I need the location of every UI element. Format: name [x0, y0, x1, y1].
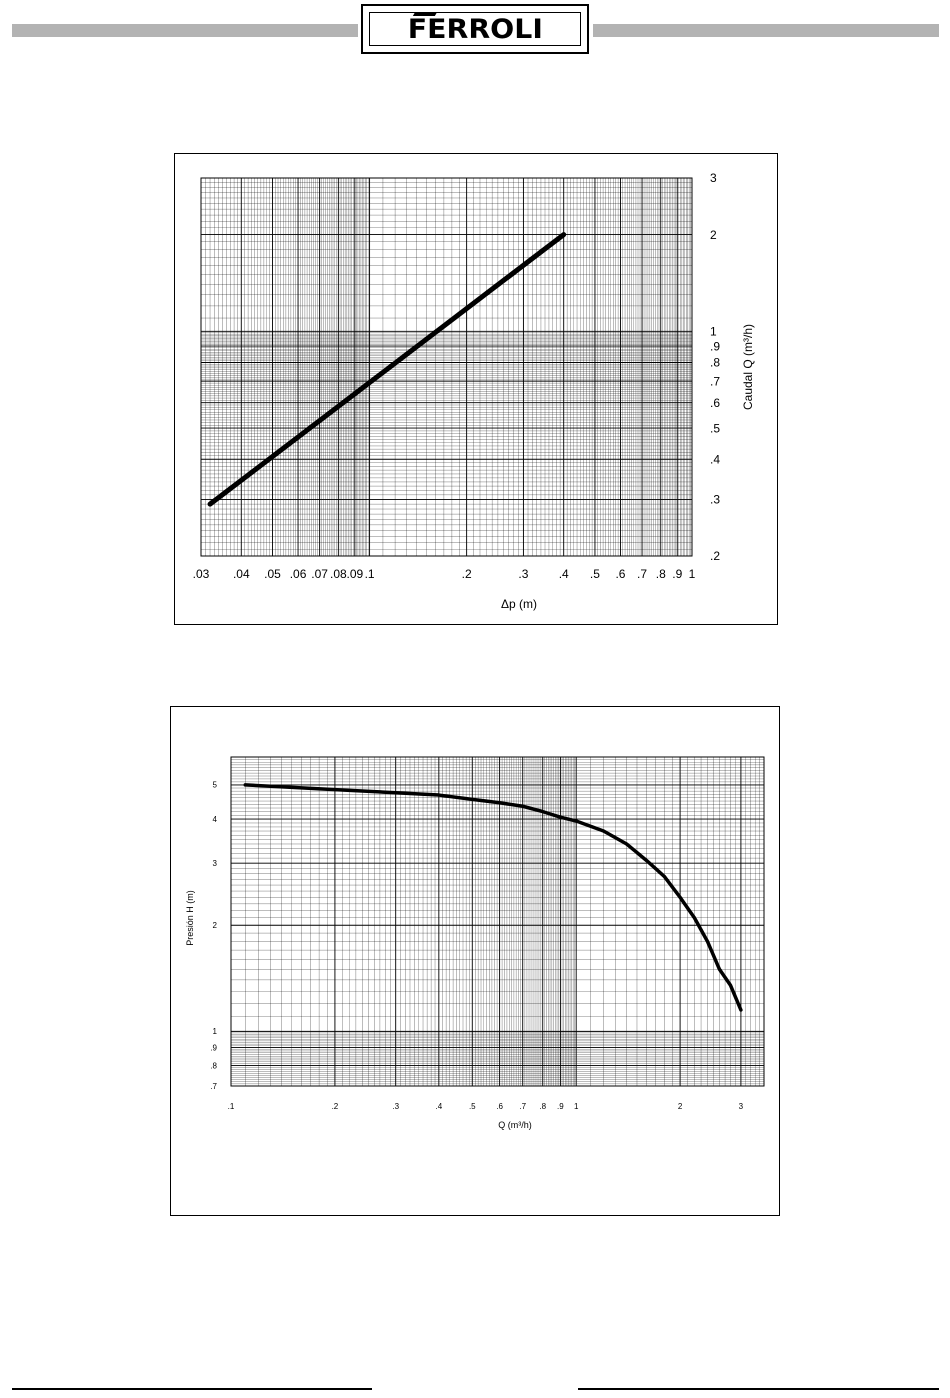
footer-line-left: [12, 1388, 372, 1390]
chart1-x-tick-label: .6: [615, 567, 625, 581]
chart1-x-tick-label: .2: [462, 567, 472, 581]
chart2-y-tick-label: 1: [213, 1027, 218, 1036]
footer-line-right: [578, 1388, 939, 1390]
chart1-x-tick-label: .05: [264, 567, 281, 581]
chart1-plot-frame: [200, 177, 693, 557]
chart1-y-tick-label: .9: [710, 339, 720, 353]
chart1-x-axis-title: Δp (m): [501, 597, 537, 611]
chart2-x-tick-label: .8: [539, 1102, 546, 1111]
chart2-y-tick-label: .7: [210, 1082, 217, 1091]
chart1-series-line-0: [207, 232, 567, 507]
chart1-x-tick-label: .03: [193, 567, 210, 581]
chart2-series-line-0: [243, 783, 743, 1012]
chart2-x-tick-label: .6: [496, 1102, 503, 1111]
chart2-x-tick-label: 1: [574, 1102, 579, 1111]
chart2-y-tick-label: 2: [213, 921, 218, 930]
chart1-y-tick-label: .6: [710, 396, 720, 410]
chart1-y-axis-title: Caudal Q (m³/h): [741, 324, 755, 410]
chart2-y-tick-label: .8: [210, 1061, 217, 1070]
chart2-x-tick-label: .5: [469, 1102, 476, 1111]
chart1-y-tick-label: .3: [710, 493, 720, 507]
chart2-plot-frame: [230, 756, 765, 1087]
chart1-x-tick-label: .3: [518, 567, 528, 581]
chart1-x-tick-label: .09: [346, 567, 363, 581]
header-bar-left: [12, 24, 358, 37]
chart2-x-tick-label: .4: [435, 1102, 442, 1111]
header-bar-right: [593, 24, 939, 37]
chart1-x-tick-label: .07: [311, 567, 328, 581]
logo-text: FERROLI: [407, 13, 543, 45]
chart2-y-tick-label: 3: [213, 859, 218, 868]
chart1-y-tick-label: .8: [710, 356, 720, 370]
chart2-x-tick-label: .2: [332, 1102, 339, 1111]
chart1-x-tick-label: 1: [689, 567, 696, 581]
chart1-x-tick-label: .8: [656, 567, 666, 581]
logo-frame: FERROLI: [369, 12, 581, 46]
chart1-y-tick-label: .5: [710, 421, 720, 435]
chart2-y-tick-label: .9: [210, 1043, 217, 1052]
chart1-y-tick-label: .2: [710, 549, 720, 563]
chart1-y-tick-label: .7: [710, 374, 720, 388]
chart2-y-tick-label: 5: [213, 781, 218, 790]
chart1-y-tick-label: 3: [710, 171, 717, 185]
ferroli-logo: FERROLI: [361, 4, 589, 54]
chart1-x-tick-label: .08: [330, 567, 347, 581]
chart2-x-tick-label: .3: [392, 1102, 399, 1111]
chart1-x-tick-label: .5: [590, 567, 600, 581]
chart1-y-tick-label: 1: [710, 325, 717, 339]
chart1-x-tick-label: .1: [365, 567, 375, 581]
chart2-grid: [230, 756, 765, 1087]
chart2-x-axis-title: Q (m³/h): [498, 1120, 532, 1130]
chart1-x-tick-label: .04: [233, 567, 250, 581]
chart2-x-tick-label: 3: [739, 1102, 744, 1111]
chart2-y-tick-label: 4: [213, 815, 218, 824]
chart1-x-tick-label: .9: [672, 567, 682, 581]
chart1-y-tick-label: 2: [710, 228, 717, 242]
chart2-x-tick-label: 2: [678, 1102, 683, 1111]
chart2-y-axis-title: Presión H (m): [185, 890, 195, 946]
chart1-x-tick-label: .7: [637, 567, 647, 581]
chart2-x-tick-label: .1: [228, 1102, 235, 1111]
chart1-x-tick-label: .06: [290, 567, 307, 581]
chart2-x-tick-label: .7: [519, 1102, 526, 1111]
chart2-x-tick-label: .9: [557, 1102, 564, 1111]
chart1-x-tick-label: .4: [559, 567, 569, 581]
chart1-y-tick-label: .4: [710, 452, 720, 466]
